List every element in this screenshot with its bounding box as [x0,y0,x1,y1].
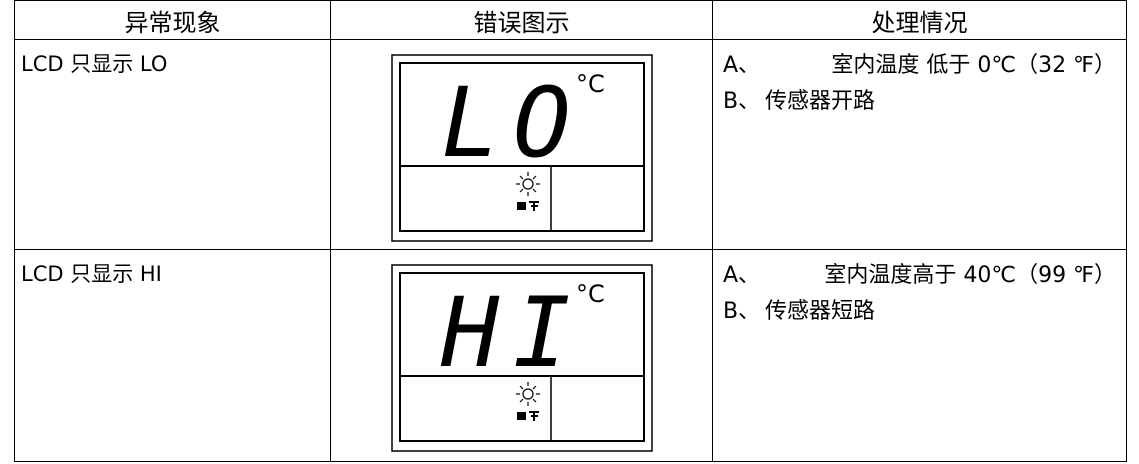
display-cell: LO °C [330,39,713,250]
lcd-illustration: HI°C [390,264,653,452]
sun-ray [532,188,536,193]
sun-ray [532,385,536,390]
symptom-cell: LCD 只显示 LO [14,39,331,250]
action-item: A、 室内温度 低于 0℃（32 ℉） [723,48,1116,84]
lcd-unit: °C [576,280,605,308]
sun-ray [519,398,523,403]
lcd-frame [390,54,653,242]
action-item: B、 传感器短路 [723,294,1116,330]
fan-icon [528,201,539,211]
action-label: A、 [723,53,761,78]
fan-icon [516,412,526,420]
lcd-illustration: LO°C [390,54,653,242]
action-label: B、 [723,89,761,114]
sun-ray [519,188,523,193]
lcd-unit: °C [576,70,605,98]
sun-icon [521,178,534,190]
sun-ray [519,385,523,390]
action-item: A、 室内温度高于 40℃（99 ℉） [723,258,1116,294]
mode-icon [515,172,540,196]
column-header: 错误图示 [330,0,713,40]
fan-icon [528,411,539,421]
action-label: A、 [723,263,761,288]
lcd-screen [398,272,645,442]
action-text: 室内温度 低于 0℃（32 ℉） [831,53,1116,78]
sun-icon [521,388,534,400]
sun-ray [532,398,536,403]
column-header: 处理情况 [712,0,1127,40]
action-text: 传感器开路 [765,89,876,114]
table-row: LCD 只显示 HI HI °C A、 室内温度高于 40℃（99 ℉） B、 传感器短路 [14,249,1127,462]
sun-ray [532,175,536,180]
lcd-digits: HI [440,277,585,389]
lcd-digits: LO [441,67,585,179]
fault-table: 异常现象 错误图示 处理情况 LCD 只显示 LO LO °C A、 室内温度 低于 0℃（… [14,0,1127,462]
header-row: 异常现象 错误图示 处理情况 [14,0,1127,40]
table-row: LCD 只显示 LO LO °C A、 室内温度 低于 0℃（32 ℉） B、 传感器开路 [14,39,1127,250]
symptom-cell: LCD 只显示 HI [14,249,331,462]
sun-ray [519,175,523,180]
action-text: 传感器短路 [765,299,876,324]
action-item: B、 传感器开路 [723,84,1116,120]
action-cell: A、 室内温度 低于 0℃（32 ℉） B、 传感器开路 [712,39,1127,250]
lcd-frame [390,264,653,452]
table-body: LCD 只显示 LO LO °C A、 室内温度 低于 0℃（32 ℉） B、 传感器开路 L… [14,39,1127,462]
column-header: 异常现象 [14,0,331,40]
action-text: 室内温度高于 40℃（99 ℉） [824,263,1116,288]
display-cell: HI °C [330,249,713,462]
fan-icon [516,202,526,210]
mode-icon [515,382,540,406]
action-cell: A、 室内温度高于 40℃（99 ℉） B、 传感器短路 [712,249,1127,462]
lcd-screen [398,62,645,232]
action-label: B、 [723,299,761,324]
